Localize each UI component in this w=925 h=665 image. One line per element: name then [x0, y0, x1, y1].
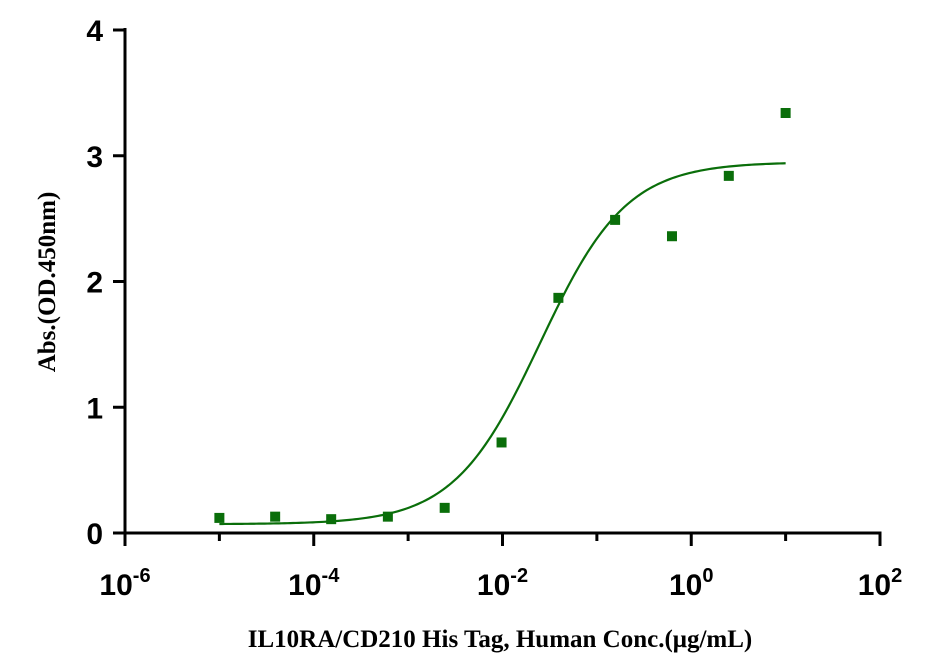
y-tick-label: 0 — [86, 518, 103, 551]
fit-curve — [219, 162, 786, 526]
x-tick-label: 10-4 — [288, 565, 340, 602]
axes: 0 1 2 3 4 10-6 10-4 10-2 100 102 — [86, 15, 902, 602]
x-tick-label: 100 — [669, 565, 714, 602]
y-tick-label: 1 — [86, 392, 103, 425]
data-point — [382, 511, 393, 522]
data-point — [496, 437, 507, 448]
x-tick-label: 10-6 — [99, 565, 150, 602]
x-axis-title: IL10RA/CD210 His Tag, Human Conc.(μg/mL) — [248, 626, 753, 653]
y-axis-title: Abs.(OD.450nm) — [34, 192, 61, 373]
data-point — [723, 170, 734, 181]
x-tick-label: 102 — [858, 565, 903, 602]
data-point — [553, 292, 564, 303]
data-point — [610, 214, 621, 225]
plot-area — [214, 107, 791, 526]
y-tick-label: 2 — [86, 267, 103, 300]
data-point — [270, 511, 281, 522]
y-tick-label: 3 — [86, 141, 103, 174]
data-point — [439, 502, 450, 513]
data-point — [780, 107, 791, 118]
data-point — [666, 231, 677, 242]
x-tick-label: 10-2 — [477, 565, 528, 602]
data-point — [326, 514, 337, 525]
y-tick-label: 4 — [86, 15, 103, 48]
data-point — [214, 512, 225, 523]
